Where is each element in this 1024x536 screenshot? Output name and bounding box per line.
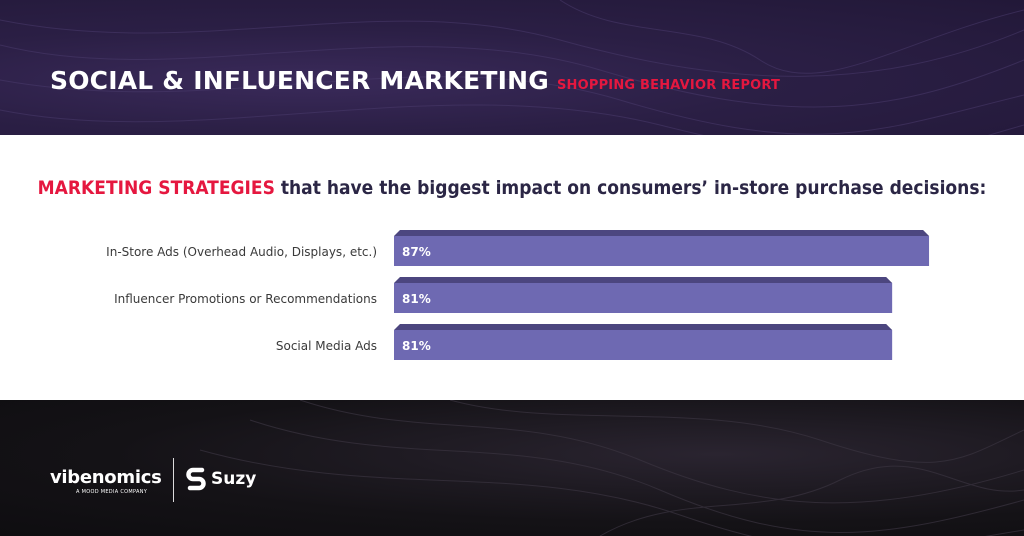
vibenomics-logo: vibenomics [50, 467, 162, 488]
bar-2 [394, 283, 893, 313]
report-subtitle: SHOPPING BEHAVIOR REPORT [556, 78, 781, 93]
bar-value-label-3: 81% [402, 339, 431, 353]
chart-panel: MARKETING STRATEGIES that have the bigge… [0, 135, 1024, 400]
category-label-3: Social Media Ads [276, 339, 377, 353]
report-title: SOCIAL & INFLUENCER MARKETING [50, 66, 549, 95]
category-label-2: Influencer Promotions or Recommendations [114, 292, 377, 306]
chart-headline: MARKETING STRATEGIES that have the bigge… [0, 177, 1024, 199]
bar-top-3 [394, 324, 893, 330]
footer-banner: vibenomics A MOOD MEDIA COMPANY Suzy [0, 400, 1024, 536]
footer-wave-pattern [199, 400, 1024, 536]
bar-top-2 [394, 277, 893, 283]
header-banner: SOCIAL & INFLUENCER MARKETING SHOPPING B… [0, 0, 1024, 135]
suzy-logo: Suzy [211, 469, 257, 489]
suzy-s-icon [186, 467, 206, 491]
bar-3 [394, 330, 893, 360]
bar-value-label-2: 81% [402, 292, 431, 306]
bar-1 [394, 236, 930, 266]
bar-chart: 87% In-Store Ads (Overhead Audio, Display… [106, 230, 930, 360]
headline-rest: that have the biggest impact on consumer… [274, 177, 987, 199]
headline-accent: MARKETING STRATEGIES [37, 177, 275, 199]
category-label-1: In-Store Ads (Overhead Audio, Displays, … [106, 245, 377, 259]
bar-value-label-1: 87% [402, 245, 431, 259]
logo-divider [173, 458, 174, 502]
header-title-row: SOCIAL & INFLUENCER MARKETING SHOPPING B… [50, 66, 780, 95]
vibenomics-tagline: A MOOD MEDIA COMPANY [76, 489, 148, 495]
header-wave-pattern [0, 0, 1024, 135]
bar-top-1 [394, 230, 930, 236]
